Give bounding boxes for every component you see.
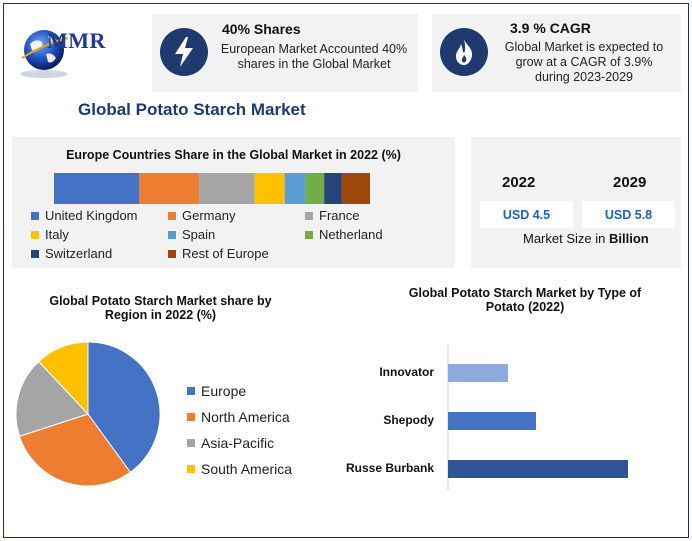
legend-item: Germany bbox=[168, 208, 235, 223]
legend-item: Netherland bbox=[305, 227, 383, 242]
legend-label: Switzerland bbox=[45, 246, 113, 261]
legend-item: North America bbox=[187, 409, 290, 425]
bar-category-label: Russe Burbank bbox=[345, 461, 434, 475]
legend-label: Asia-Pacific bbox=[201, 435, 275, 451]
year-2029: 2029 bbox=[613, 174, 647, 191]
market-size-2029: USD 5.8 bbox=[582, 201, 675, 228]
bar-category-label: Shepody bbox=[383, 413, 434, 427]
legend-item: Europe bbox=[187, 383, 246, 399]
logo-text: MMR bbox=[47, 28, 106, 53]
stat-title: 3.9 % CAGR bbox=[510, 20, 591, 36]
legend-item: Asia-Pacific bbox=[187, 435, 274, 451]
europe-chart-title: Europe Countries Share in the Global Mar… bbox=[66, 148, 401, 162]
legend-label: Rest of Europe bbox=[182, 246, 269, 261]
legend-swatch bbox=[187, 439, 195, 447]
legend-swatch bbox=[305, 230, 313, 239]
stack-segment-0 bbox=[54, 173, 140, 204]
stack-segment-6 bbox=[324, 173, 342, 204]
pie-slice-asia-pacific bbox=[15, 360, 89, 437]
legend-item: Spain bbox=[168, 227, 215, 242]
stat-title: 40% Shares bbox=[222, 21, 301, 37]
stack-segment-3 bbox=[254, 173, 285, 204]
stack-segment-2 bbox=[199, 173, 255, 204]
stack-segment-5 bbox=[305, 173, 325, 204]
type-bar-chart bbox=[447, 345, 628, 490]
mmr-logo bbox=[14, 24, 139, 80]
legend-label: United Kingdom bbox=[45, 208, 138, 223]
bar-shepody bbox=[448, 412, 536, 430]
bar-category-label: Innovator bbox=[379, 365, 434, 379]
stat-card-cagr: 3.9 % CAGR Global Market is expected to … bbox=[432, 14, 681, 92]
legend-swatch bbox=[168, 249, 176, 258]
europe-stacked-bar bbox=[54, 173, 370, 204]
legend-label: South America bbox=[201, 461, 293, 477]
pie-slice-north-america bbox=[18, 413, 132, 487]
market-size-label: Market Size in Billion bbox=[523, 231, 649, 246]
legend-item: United Kingdom bbox=[31, 208, 138, 223]
stat-card-shares: 40% Shares European Market Accounted 40%… bbox=[152, 14, 418, 92]
legend-item: South America bbox=[187, 461, 292, 477]
legend-label: Spain bbox=[182, 227, 216, 242]
legend-label: Netherland bbox=[319, 227, 383, 242]
year-2022: 2022 bbox=[502, 174, 536, 191]
flame-icon bbox=[440, 28, 488, 76]
stack-segment-4 bbox=[284, 173, 306, 204]
legend-label: France bbox=[319, 208, 360, 223]
legend-swatch bbox=[31, 211, 39, 220]
market-size-2022: USD 4.5 bbox=[480, 201, 573, 228]
region-chart-title: Global Potato Starch Market share by Reg… bbox=[49, 294, 272, 322]
legend-swatch bbox=[305, 211, 313, 220]
legend-swatch bbox=[187, 465, 195, 473]
stack-segment-7 bbox=[341, 173, 370, 204]
stack-segment-1 bbox=[139, 173, 200, 204]
pie-slice-europe bbox=[87, 341, 161, 473]
legend-label: North America bbox=[201, 409, 290, 425]
legend-swatch bbox=[31, 230, 39, 239]
legend-label: Germany bbox=[182, 208, 236, 223]
bar-innovator bbox=[448, 364, 508, 382]
pie-slice-south-america bbox=[38, 341, 89, 416]
globe-icon bbox=[20, 30, 69, 78]
legend-label: Europe bbox=[201, 383, 247, 399]
legend-swatch bbox=[168, 230, 176, 239]
legend-item: Italy bbox=[31, 227, 69, 242]
legend-item: Rest of Europe bbox=[168, 246, 269, 261]
bar-russe-burbank bbox=[448, 460, 628, 478]
stat-description: Global Market is expected to grow at a C… bbox=[504, 40, 664, 84]
legend-item: Switzerland bbox=[31, 246, 112, 261]
legend-swatch bbox=[187, 413, 195, 421]
legend-label: Italy bbox=[45, 227, 69, 242]
region-pie-chart bbox=[15, 341, 161, 487]
page-title: Global Potato Starch Market bbox=[78, 100, 306, 119]
legend-swatch bbox=[187, 387, 195, 395]
stat-description: European Market Accounted 40% shares in … bbox=[220, 42, 408, 71]
type-chart-title: Global Potato Starch Market by Type of P… bbox=[408, 286, 642, 314]
legend-item: France bbox=[305, 208, 359, 223]
legend-swatch bbox=[31, 249, 39, 258]
lightning-bolt-icon bbox=[160, 28, 208, 76]
legend-swatch bbox=[168, 211, 176, 220]
